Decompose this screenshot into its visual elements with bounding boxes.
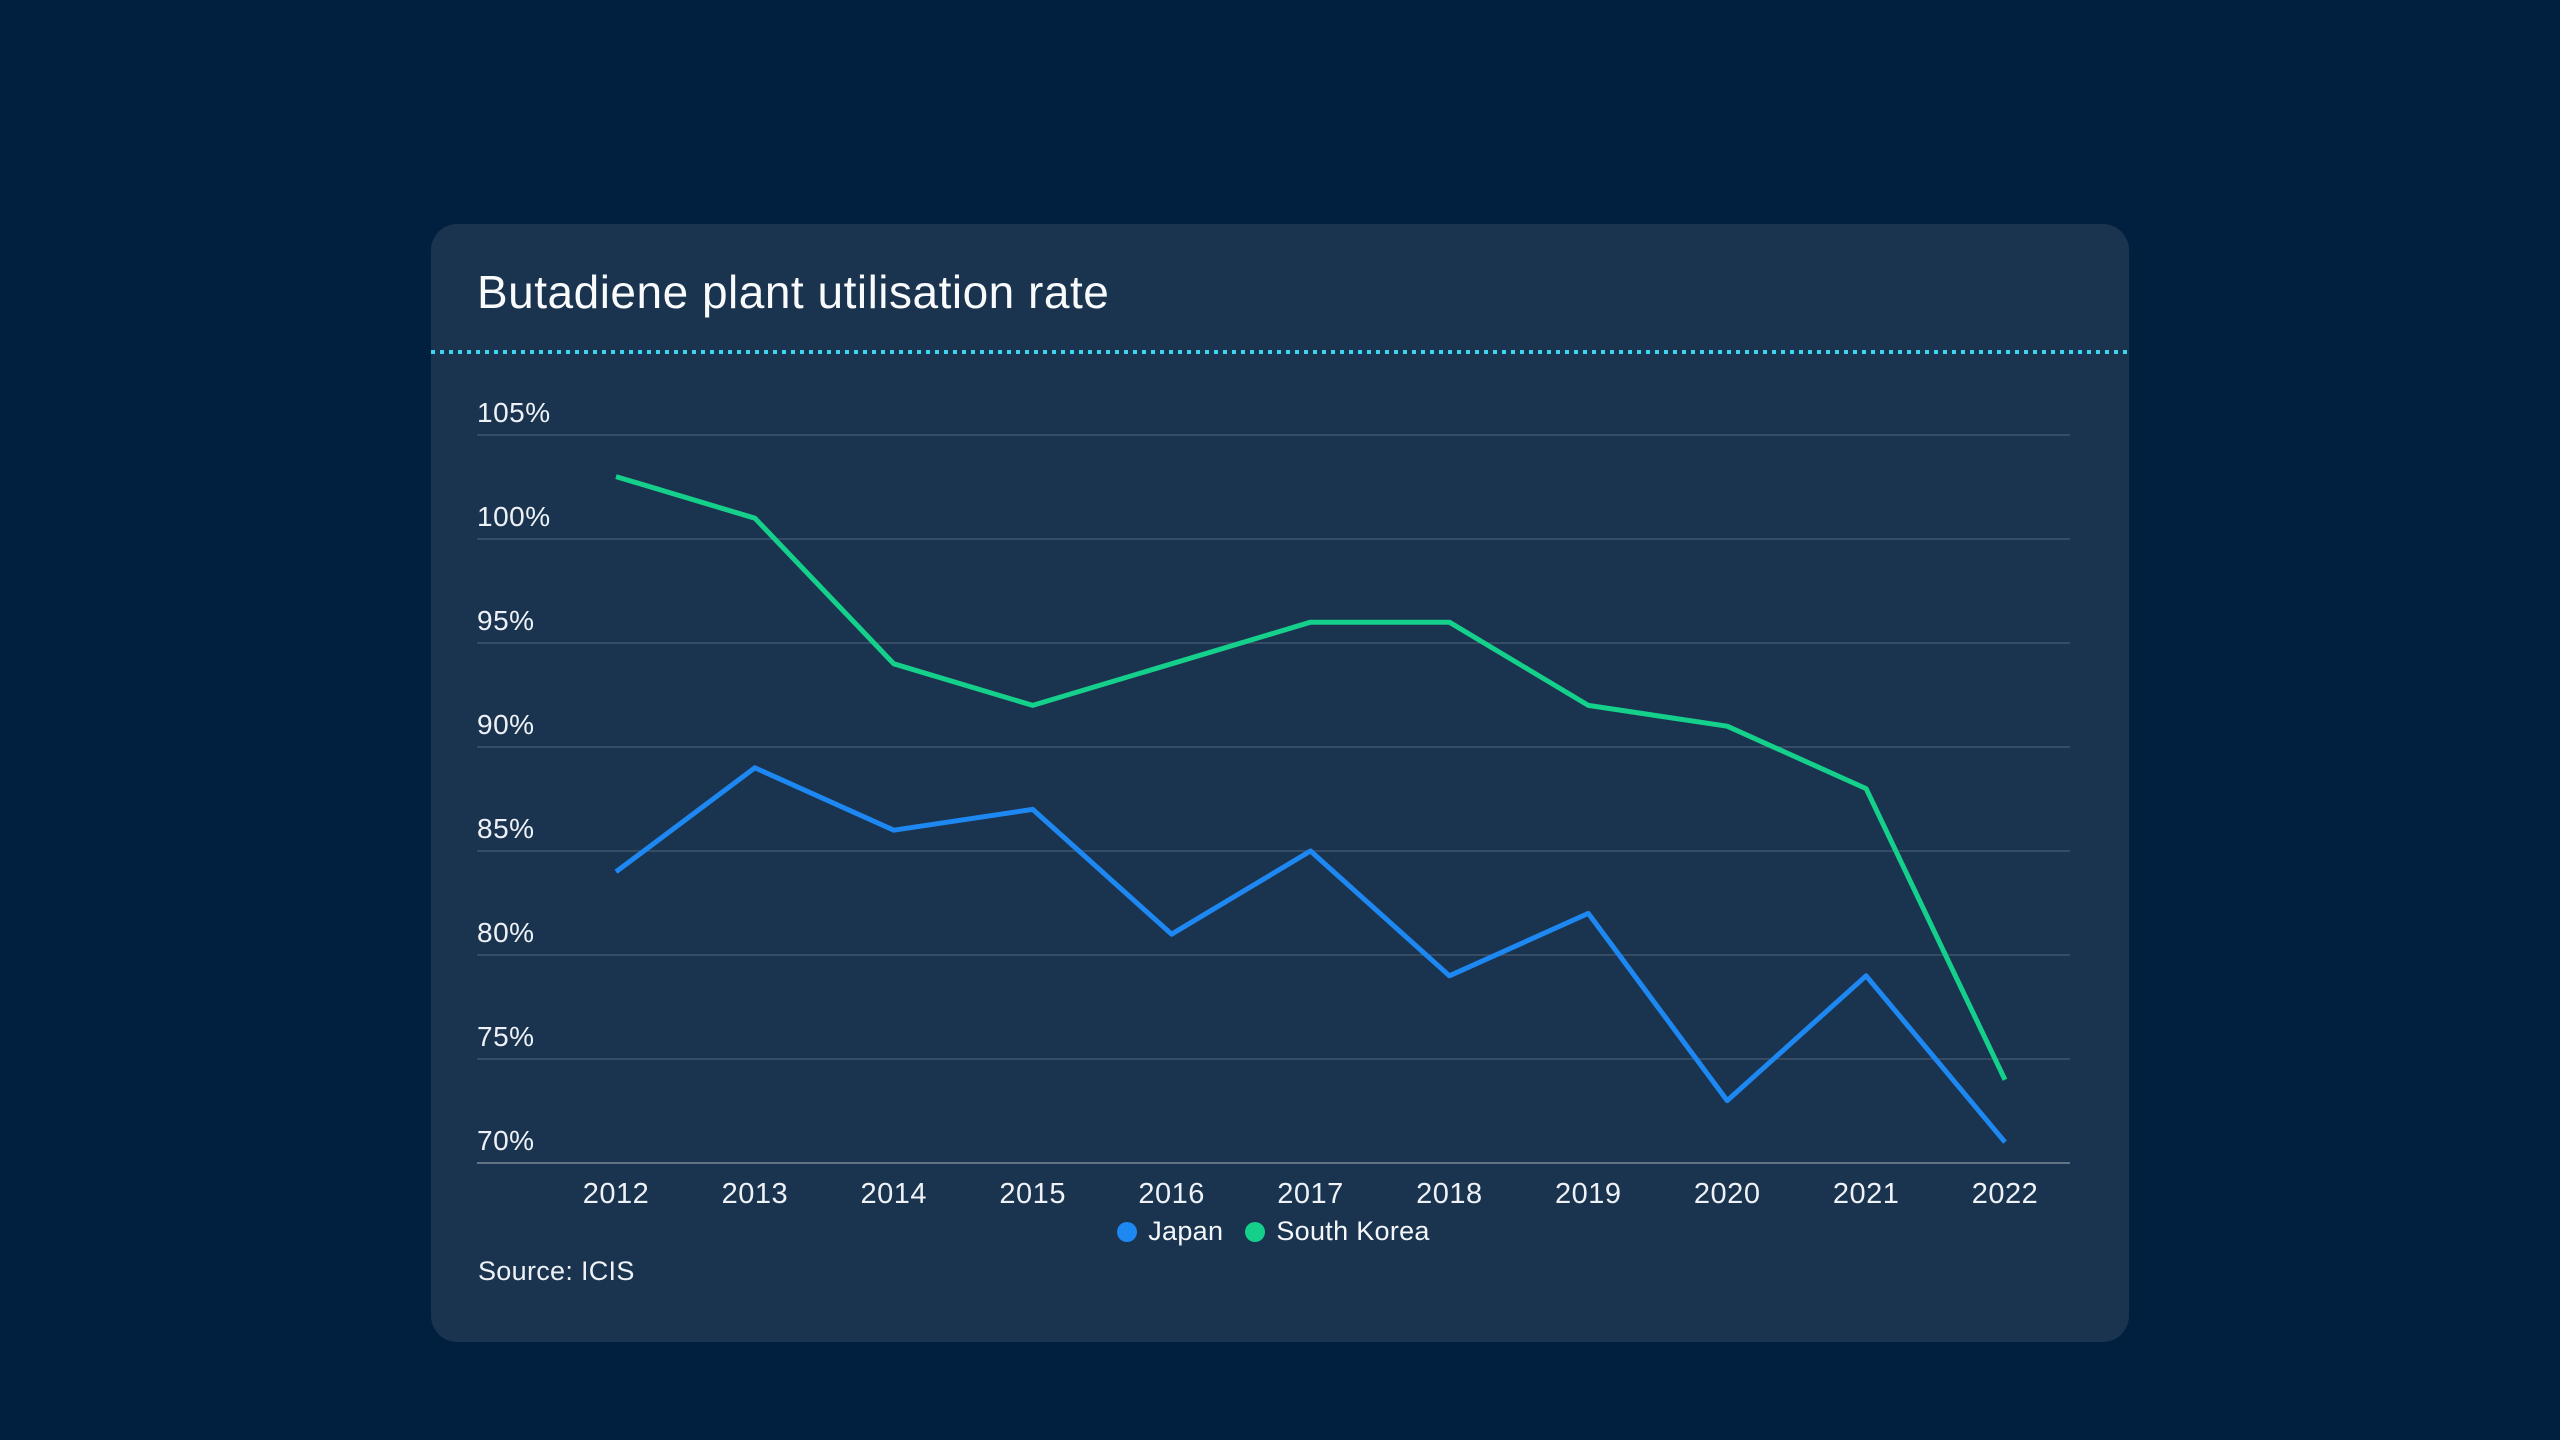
title-separator (431, 350, 2129, 354)
x-axis-tick-label: 2013 (721, 1178, 789, 1210)
x-axis-tick-label: 2014 (860, 1178, 928, 1210)
chart-card: Butadiene plant utilisation rate 105% 100… (431, 224, 2129, 1342)
chart-legend: Japan South Korea (477, 1216, 2070, 1247)
legend-label: South Korea (1276, 1216, 1430, 1246)
y-axis-tick-label: 105% (477, 397, 551, 428)
chart-header: Butadiene plant utilisation rate (431, 224, 2129, 350)
y-axis-tick-label: 85% (477, 813, 535, 844)
y-axis-tick-label: 100% (477, 501, 551, 532)
x-axis-tick-label: 2022 (1971, 1178, 2039, 1210)
x-axis-tick-label: 2021 (1832, 1178, 1900, 1210)
source-note: Source: ICIS (478, 1256, 635, 1286)
legend-dot-south-korea (1245, 1221, 1266, 1242)
y-axis-tick-label: 70% (477, 1125, 535, 1156)
x-axis-tick-label: 2015 (999, 1178, 1066, 1210)
series-line-south-korea (615, 474, 2008, 1081)
x-axis-tick-label: 2017 (1277, 1178, 1344, 1210)
y-axis-tick-label: 90% (477, 709, 535, 740)
x-axis-tick-label: 2018 (1416, 1178, 1483, 1210)
legend-item-japan: Japan (1117, 1216, 1223, 1247)
legend-dot-japan (1117, 1221, 1138, 1242)
x-axis-tick-label: 2012 (582, 1178, 650, 1210)
x-axis-tick-label: 2016 (1138, 1178, 1205, 1210)
chart-title: Butadiene plant utilisation rate (477, 266, 1110, 318)
y-axis-tick-label: 80% (477, 917, 535, 948)
x-axis-tick-label: 2020 (1693, 1178, 1761, 1210)
line-chart (477, 434, 2070, 1164)
y-axis-tick-label: 75% (477, 1021, 535, 1052)
series-line-japan (614, 765, 2007, 1144)
x-axis-tick-label: 2019 (1555, 1178, 1622, 1210)
y-axis-tick-label: 95% (477, 605, 535, 636)
legend-item-south-korea: South Korea (1245, 1216, 1429, 1247)
legend-label: Japan (1148, 1216, 1224, 1246)
